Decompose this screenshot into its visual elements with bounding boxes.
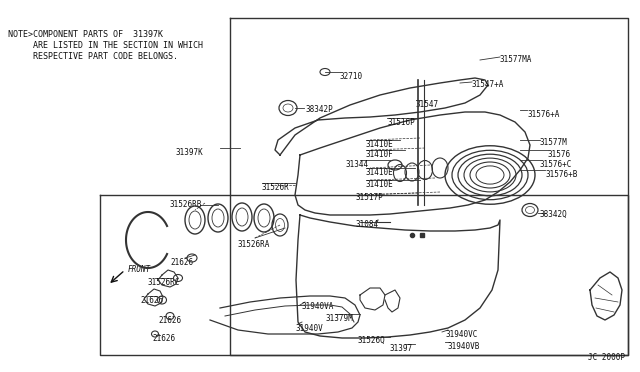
- Text: 31940V: 31940V: [295, 324, 323, 333]
- Text: 31526R: 31526R: [262, 183, 290, 192]
- Text: 31940VA: 31940VA: [302, 302, 334, 311]
- Text: 21626: 21626: [152, 334, 175, 343]
- Text: 31547+A: 31547+A: [472, 80, 504, 89]
- Text: 31577M: 31577M: [540, 138, 568, 147]
- Text: 31547: 31547: [416, 100, 439, 109]
- Text: NOTE>COMPONENT PARTS OF  31397K: NOTE>COMPONENT PARTS OF 31397K: [8, 30, 163, 39]
- Text: 31940VB: 31940VB: [448, 342, 481, 351]
- Text: 31397: 31397: [390, 344, 413, 353]
- Text: 31084: 31084: [355, 220, 378, 229]
- Text: 31410F: 31410F: [366, 150, 394, 159]
- Text: JC 2000P: JC 2000P: [588, 353, 625, 362]
- Text: 31410E: 31410E: [366, 168, 394, 177]
- Text: 31526Q: 31526Q: [358, 336, 386, 345]
- Text: 31577MA: 31577MA: [500, 55, 532, 64]
- Text: 31526RC: 31526RC: [148, 278, 180, 287]
- Text: 31576+B: 31576+B: [545, 170, 577, 179]
- Text: 31517P: 31517P: [355, 193, 383, 202]
- Text: 31576+C: 31576+C: [540, 160, 572, 169]
- Text: 31526RB: 31526RB: [170, 200, 202, 209]
- Text: 31397K: 31397K: [175, 148, 203, 157]
- Text: 38342Q: 38342Q: [540, 210, 568, 219]
- Text: 31379M: 31379M: [326, 314, 354, 323]
- Text: 21626: 21626: [158, 316, 181, 325]
- Text: 31576+A: 31576+A: [527, 110, 559, 119]
- Text: 21626: 21626: [170, 258, 193, 267]
- Text: RESPECTIVE PART CODE BELONGS.: RESPECTIVE PART CODE BELONGS.: [8, 52, 178, 61]
- Text: 31410E: 31410E: [366, 140, 394, 149]
- Text: 38342P: 38342P: [306, 105, 333, 114]
- Text: 31526RA: 31526RA: [237, 240, 269, 249]
- Text: 31516P: 31516P: [387, 118, 415, 127]
- Text: 21626: 21626: [140, 296, 163, 305]
- Text: ARE LISTED IN THE SECTION IN WHICH: ARE LISTED IN THE SECTION IN WHICH: [8, 41, 203, 50]
- Text: 31344: 31344: [345, 160, 368, 169]
- Text: 31576: 31576: [548, 150, 571, 159]
- Text: FRONT: FRONT: [128, 266, 151, 275]
- Text: 31940VC: 31940VC: [445, 330, 477, 339]
- Text: 31410E: 31410E: [366, 180, 394, 189]
- Text: 32710: 32710: [340, 72, 363, 81]
